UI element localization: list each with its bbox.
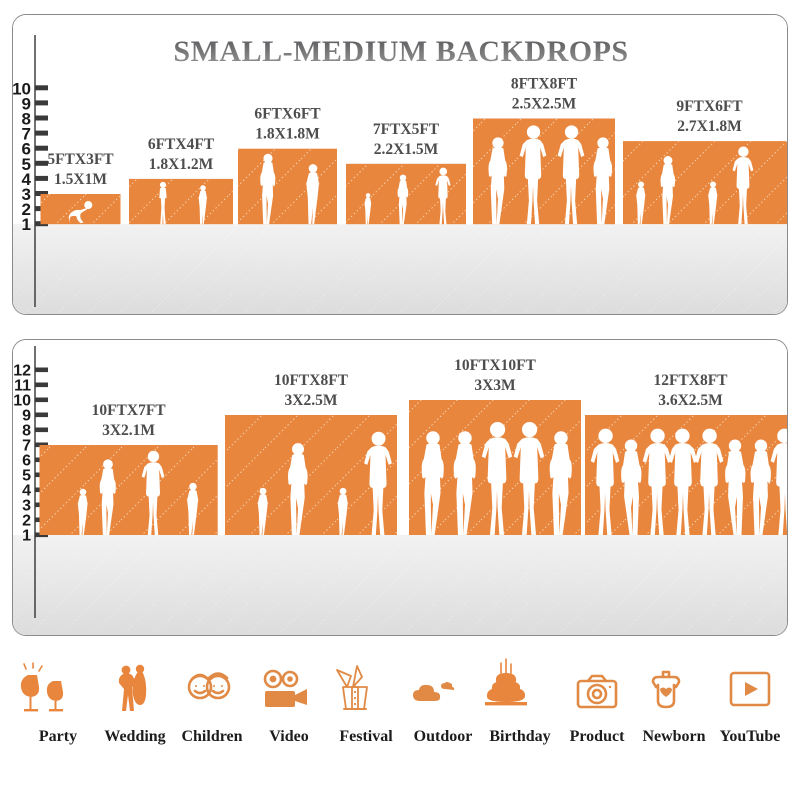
svg-text:6FTX6FT: 6FTX6FT	[254, 106, 321, 123]
svg-text:2.7X1.8M: 2.7X1.8M	[677, 118, 742, 135]
svg-text:2: 2	[22, 513, 31, 530]
svg-text:2.2X1.5M: 2.2X1.5M	[374, 141, 439, 158]
svg-text:9FTX6FT: 9FTX6FT	[676, 98, 743, 115]
svg-text:1.8X1.8M: 1.8X1.8M	[255, 126, 320, 143]
svg-text:12: 12	[13, 363, 31, 380]
svg-text:3X3M: 3X3M	[474, 377, 516, 394]
svg-text:3.6X2.5M: 3.6X2.5M	[658, 392, 723, 409]
svg-text:10: 10	[13, 79, 31, 98]
svg-text:9: 9	[22, 408, 31, 425]
svg-text:1.5X1M: 1.5X1M	[54, 171, 107, 188]
svg-text:3X2.1M: 3X2.1M	[102, 422, 155, 439]
svg-text:7FTX5FT: 7FTX5FT	[373, 121, 440, 138]
svg-text:12FTX8FT: 12FTX8FT	[653, 372, 728, 389]
svg-text:4: 4	[22, 483, 31, 500]
svg-text:10FTX7FT: 10FTX7FT	[92, 402, 167, 419]
svg-text:1.8X1.2M: 1.8X1.2M	[149, 156, 214, 173]
svg-text:10FTX8FT: 10FTX8FT	[274, 372, 349, 389]
svg-text:6: 6	[22, 453, 31, 470]
svg-text:3: 3	[22, 498, 31, 515]
svg-text:10FTX10FT: 10FTX10FT	[454, 357, 536, 374]
svg-text:11: 11	[14, 378, 31, 395]
svg-text:3X2.5M: 3X2.5M	[285, 392, 338, 409]
svg-text:2.5X2.5M: 2.5X2.5M	[512, 96, 577, 113]
svg-text:6FTX4FT: 6FTX4FT	[148, 136, 215, 153]
svg-text:5: 5	[22, 468, 31, 485]
svg-text:8FTX8FT: 8FTX8FT	[511, 76, 578, 93]
svg-text:1: 1	[22, 528, 31, 545]
svg-text:10: 10	[13, 393, 31, 410]
svg-text:8: 8	[22, 423, 31, 440]
svg-text:5FTX3FT: 5FTX3FT	[47, 151, 114, 168]
svg-text:7: 7	[22, 438, 31, 455]
